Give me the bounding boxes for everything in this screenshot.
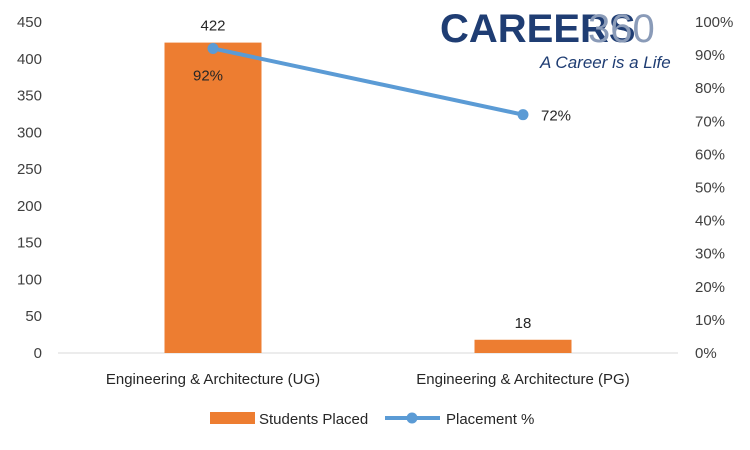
watermark-logo: CAREERS 360 A Career is a Life xyxy=(440,7,671,72)
right-axis-tick-70: 70% xyxy=(695,113,725,130)
left-axis-tick-350: 350 xyxy=(17,88,42,105)
bar-0 xyxy=(164,42,262,354)
placement-data-label-0: 92% xyxy=(193,67,223,84)
legend: Students Placed Placement % xyxy=(210,411,534,428)
watermark-number: 360 xyxy=(588,7,655,51)
left-axis-tick-200: 200 xyxy=(17,198,42,215)
right-axis: 0% 10% 20% 30% 40% 50% 60% 70% 80% 90% 100% xyxy=(695,14,733,362)
legend-label-students-placed: Students Placed xyxy=(259,411,368,428)
category-label-1: Engineering & Architecture (PG) xyxy=(416,371,629,388)
legend-swatch-students-placed xyxy=(210,412,255,424)
right-axis-tick-0: 0% xyxy=(695,345,717,362)
left-axis-tick-100: 100 xyxy=(17,271,42,288)
watermark-tagline: A Career is a Life xyxy=(539,53,671,72)
bar-data-label-1: 18 xyxy=(515,315,532,332)
watermark-brand: CAREERS xyxy=(440,7,636,51)
left-axis-tick-250: 250 xyxy=(17,161,42,178)
legend-swatch-placement-marker xyxy=(406,412,418,424)
right-axis-tick-90: 90% xyxy=(695,47,725,64)
left-axis-tick-400: 400 xyxy=(17,51,42,68)
right-axis-tick-80: 80% xyxy=(695,80,725,97)
right-axis-tick-30: 30% xyxy=(695,246,725,263)
placement-data-label-1: 72% xyxy=(541,108,571,125)
left-axis-tick-300: 300 xyxy=(17,124,42,141)
placement-point-0 xyxy=(207,42,219,54)
left-axis-tick-50: 50 xyxy=(25,308,42,325)
right-axis-tick-10: 10% xyxy=(695,312,725,329)
left-axis-tick-0: 0 xyxy=(34,345,42,362)
bar-series: 422 18 xyxy=(164,18,572,354)
placement-point-1 xyxy=(517,109,529,121)
left-axis: 0 50 100 150 200 250 300 350 400 450 xyxy=(17,14,42,362)
left-axis-tick-150: 150 xyxy=(17,235,42,252)
bar-data-label-0: 422 xyxy=(200,18,225,35)
right-axis-tick-60: 60% xyxy=(695,146,725,163)
right-axis-tick-50: 50% xyxy=(695,180,725,197)
left-axis-tick-450: 450 xyxy=(17,14,42,31)
right-axis-tick-100: 100% xyxy=(695,14,733,31)
line-series: 92% 72% xyxy=(193,42,571,125)
legend-label-placement: Placement % xyxy=(446,411,534,428)
right-axis-tick-40: 40% xyxy=(695,213,725,230)
bar-1 xyxy=(474,339,572,353)
category-labels: Engineering & Architecture (UG) Engineeri… xyxy=(106,371,630,388)
right-axis-tick-20: 20% xyxy=(695,279,725,296)
placement-line xyxy=(212,46,524,117)
category-label-0: Engineering & Architecture (UG) xyxy=(106,371,320,388)
